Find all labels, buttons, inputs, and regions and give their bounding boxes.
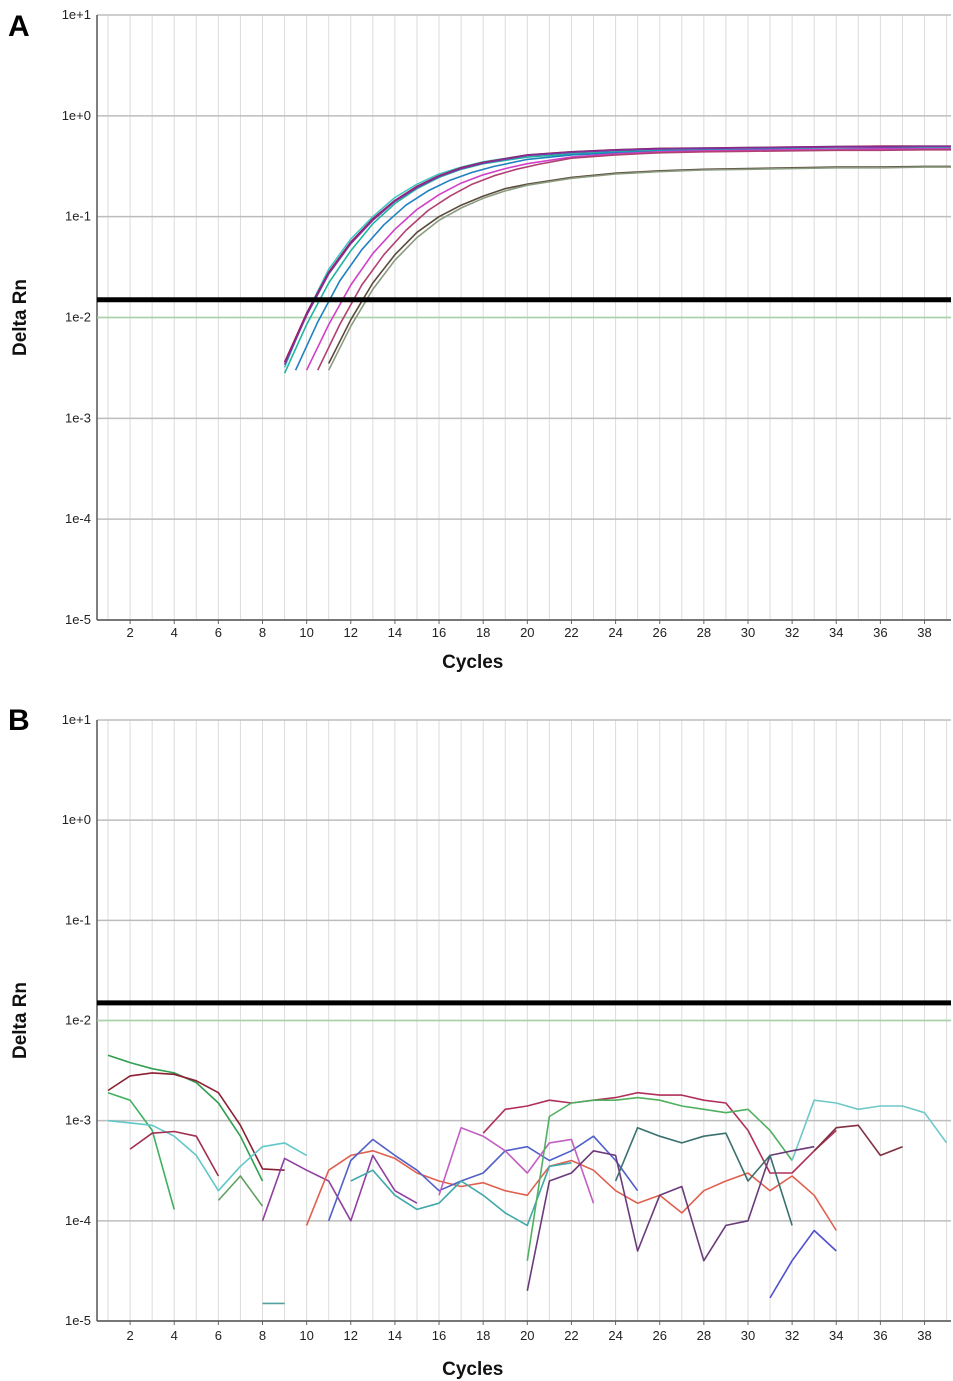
x-tick-label: 10 — [299, 1328, 313, 1343]
x-tick-label: 34 — [829, 1328, 843, 1343]
x-tick-label: 10 — [299, 625, 313, 640]
series-line — [350, 1162, 572, 1227]
x-tick-label: 28 — [697, 1328, 711, 1343]
series-line — [261, 1154, 418, 1222]
x-tick-label: 8 — [259, 1328, 266, 1343]
series-line — [217, 1175, 264, 1207]
y-axis-label: Delta Rn — [10, 279, 31, 356]
y-tick-label: 1e-2 — [65, 310, 91, 325]
y-tick-label: 1e-5 — [65, 1313, 91, 1328]
series-line — [327, 1135, 639, 1222]
y-tick-label: 1e-5 — [65, 612, 91, 627]
x-tick-label: 32 — [785, 625, 799, 640]
x-tick-label: 14 — [388, 1328, 402, 1343]
series-line — [526, 1145, 815, 1291]
y-tick-label: 1e+1 — [62, 712, 91, 727]
series-line — [107, 1072, 285, 1171]
series-line — [283, 145, 951, 366]
series-line — [327, 166, 951, 371]
series-line — [305, 1150, 837, 1231]
x-tick-label: 6 — [215, 625, 222, 640]
x-tick-label: 4 — [171, 625, 178, 640]
series-line — [438, 1126, 595, 1204]
series-line — [107, 1091, 175, 1210]
x-axis-label: Cycles — [442, 1359, 503, 1380]
x-tick-label: 2 — [126, 1328, 133, 1343]
x-tick-label: 24 — [608, 625, 622, 640]
x-tick-label: 4 — [171, 1328, 178, 1343]
x-tick-label: 22 — [564, 1328, 578, 1343]
panel-letter: A — [8, 10, 30, 43]
x-tick-label: 16 — [432, 625, 446, 640]
series-line — [305, 148, 951, 371]
x-tick-label: 8 — [259, 625, 266, 640]
y-tick-label: 1e+1 — [62, 7, 91, 22]
x-tick-label: 2 — [126, 625, 133, 640]
panel-a: 1e+11e+01e-11e-21e-31e-41e-52 4 6 8 10 12 14 16… — [8, 7, 951, 673]
x-tick-label: 20 — [520, 625, 534, 640]
panel-letter: B — [8, 704, 30, 737]
series-line — [107, 1119, 307, 1192]
series-line — [526, 1096, 793, 1261]
x-tick-label: 30 — [741, 625, 755, 640]
x-tick-label: 26 — [652, 625, 666, 640]
x-tick-label: 32 — [785, 1328, 799, 1343]
x-tick-label: 36 — [873, 1328, 887, 1343]
series-line — [129, 1130, 220, 1177]
y-tick-label: 1e-2 — [65, 1013, 91, 1028]
x-tick-label: 12 — [344, 1328, 358, 1343]
series-line — [316, 149, 951, 371]
x-axis-label: Cycles — [442, 652, 503, 673]
series-line — [769, 1229, 837, 1299]
y-tick-label: 1e-3 — [65, 410, 91, 425]
x-tick-label: 14 — [388, 625, 402, 640]
series-line — [614, 1126, 793, 1226]
x-tick-label: 24 — [608, 1328, 622, 1343]
y-tick-label: 1e+0 — [62, 812, 91, 827]
x-tick-label: 18 — [476, 1328, 490, 1343]
x-tick-label: 16 — [432, 1328, 446, 1343]
y-axis-label: Delta Rn — [10, 982, 31, 1059]
x-tick-label: 38 — [917, 1328, 931, 1343]
series-line — [813, 1124, 903, 1157]
series-line — [482, 1091, 837, 1174]
y-tick-label: 1e-1 — [65, 209, 91, 224]
y-tick-label: 1e-3 — [65, 1113, 91, 1128]
x-tick-label: 28 — [697, 625, 711, 640]
x-tick-label: 18 — [476, 625, 490, 640]
panel-b: 1e+11e+01e-11e-21e-31e-41e-52 4 6 8 10 12 14 16… — [8, 704, 951, 1380]
x-tick-label: 20 — [520, 1328, 534, 1343]
x-tick-label: 6 — [215, 1328, 222, 1343]
x-tick-label: 12 — [344, 625, 358, 640]
x-tick-label: 26 — [652, 1328, 666, 1343]
y-tick-label: 1e-1 — [65, 912, 91, 927]
x-tick-label: 30 — [741, 1328, 755, 1343]
y-tick-label: 1e-4 — [65, 1213, 91, 1228]
y-tick-label: 1e+0 — [62, 108, 91, 123]
x-tick-label: 34 — [829, 625, 843, 640]
x-tick-label: 22 — [564, 625, 578, 640]
series-line — [791, 1099, 948, 1161]
x-tick-label: 38 — [917, 625, 931, 640]
y-tick-label: 1e-4 — [65, 511, 91, 526]
x-tick-label: 36 — [873, 625, 887, 640]
